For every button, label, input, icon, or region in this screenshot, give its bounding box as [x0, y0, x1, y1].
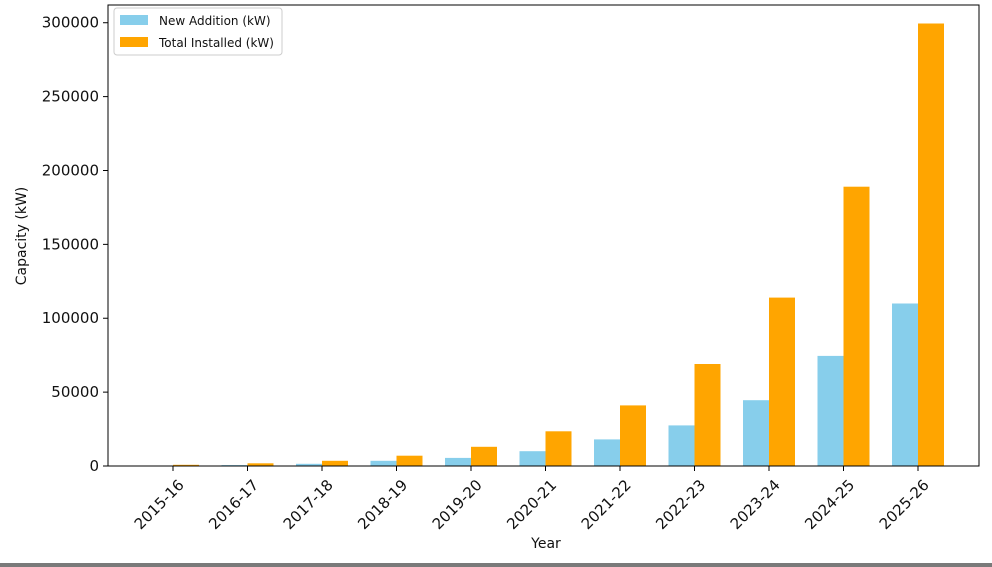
bar-total-installed-2017-18	[322, 460, 348, 466]
x-tick-label: 2025-26	[876, 476, 933, 533]
plot-frame	[107, 4, 980, 467]
x-tick-label: 2023-24	[727, 476, 784, 533]
y-tick-label: 300000	[42, 14, 99, 32]
legend-swatch-total-installed	[120, 37, 148, 47]
x-tick-label: 2020-21	[503, 476, 560, 533]
bar-new-addition-2022-23	[668, 425, 695, 466]
bar-new-addition-2017-18	[296, 463, 322, 466]
bar-total-installed-2020-21	[545, 431, 572, 466]
x-tick-label: 2021-22	[578, 476, 635, 533]
x-tick-label: 2024-25	[801, 476, 858, 533]
bar-total-installed-2016-17	[247, 463, 274, 466]
bar-total-installed-2025-26	[918, 23, 944, 466]
legend-swatch-new-addition	[120, 15, 148, 25]
y-tick-label: 100000	[42, 309, 99, 327]
y-tick-label: 250000	[42, 88, 99, 106]
x-tick-label: 2015-16	[131, 476, 188, 533]
bars-group	[147, 23, 944, 466]
bar-new-addition-2024-25	[817, 355, 844, 466]
y-tick-label: 200000	[42, 161, 99, 179]
bottom-divider	[0, 563, 992, 567]
x-axis-label: Year	[530, 536, 561, 552]
y-axis: 0 50000 100000 150000 200000 250000 300000	[42, 14, 108, 475]
x-tick-label: 2016-17	[205, 476, 262, 533]
bar-new-addition-2025-26	[892, 303, 918, 466]
bar-total-installed-2022-23	[694, 364, 721, 466]
y-tick-label: 150000	[42, 235, 99, 253]
bar-new-addition-2018-19	[370, 460, 397, 466]
bar-total-installed-2015-16	[173, 464, 199, 466]
bar-new-addition-2020-21	[519, 451, 546, 466]
bar-new-addition-2023-24	[743, 400, 769, 466]
legend-box	[113, 7, 283, 56]
legend: New Addition (kW) Total Installed (kW)	[113, 7, 283, 56]
x-tick-label: 2022-23	[652, 476, 709, 533]
bar-total-installed-2019-20	[471, 446, 497, 466]
x-tick-label: 2017-18	[280, 476, 337, 533]
y-tick-label: 50000	[51, 383, 99, 401]
y-axis-label: Capacity (kW)	[14, 187, 30, 286]
x-axis: 2015-16 2016-17 2017-18 2018-19 2019-20 2020-…	[131, 466, 933, 533]
bar-new-addition-2019-20	[445, 457, 471, 466]
legend-label-new-addition: New Addition (kW)	[159, 14, 271, 28]
y-tick-label: 0	[89, 457, 99, 475]
bar-total-installed-2024-25	[843, 186, 870, 466]
x-tick-label: 2018-19	[354, 476, 411, 533]
legend-label-total-installed: Total Installed (kW)	[158, 36, 274, 50]
bar-total-installed-2018-19	[396, 455, 423, 466]
bar-total-installed-2023-24	[769, 297, 795, 466]
bar-new-addition-2021-22	[594, 439, 620, 466]
bar-total-installed-2021-22	[620, 405, 646, 466]
x-tick-label: 2019-20	[429, 476, 486, 533]
